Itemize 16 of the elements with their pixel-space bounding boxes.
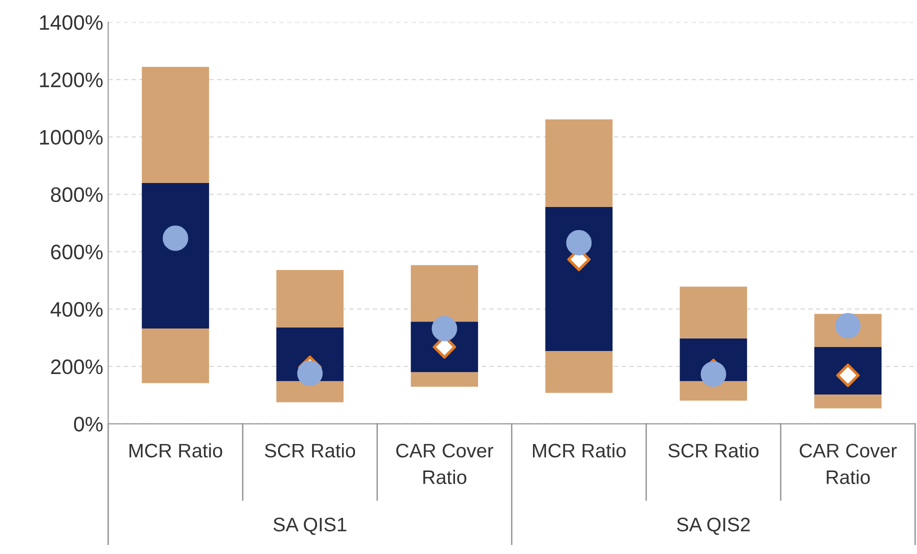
y-tick-label: 1400% xyxy=(40,15,103,30)
y-tick-label: 1200% xyxy=(40,72,103,88)
x-tick-label: MCR Ratio xyxy=(130,443,222,458)
y-tick-label: 1000% xyxy=(40,130,103,145)
y-tick-label: 200% xyxy=(51,359,103,374)
y-tick-label: 400% xyxy=(50,302,103,317)
y-tick-label: 0% xyxy=(74,416,103,432)
text: SA QIS1 xyxy=(274,518,346,535)
x-tick-label: CAR Cover Ratio xyxy=(396,444,494,484)
y-tick-label: 800% xyxy=(50,187,103,202)
x-tick-label: SCR Ratio xyxy=(668,443,759,458)
y-tick-label: 600% xyxy=(51,244,103,260)
x-tick-label: CAR Cover Ratio xyxy=(800,444,897,484)
text: SA QIS2 xyxy=(677,518,750,535)
x-tick-label: MCR Ratio xyxy=(532,443,626,458)
x-tick-label: SCR Ratio xyxy=(264,443,356,458)
